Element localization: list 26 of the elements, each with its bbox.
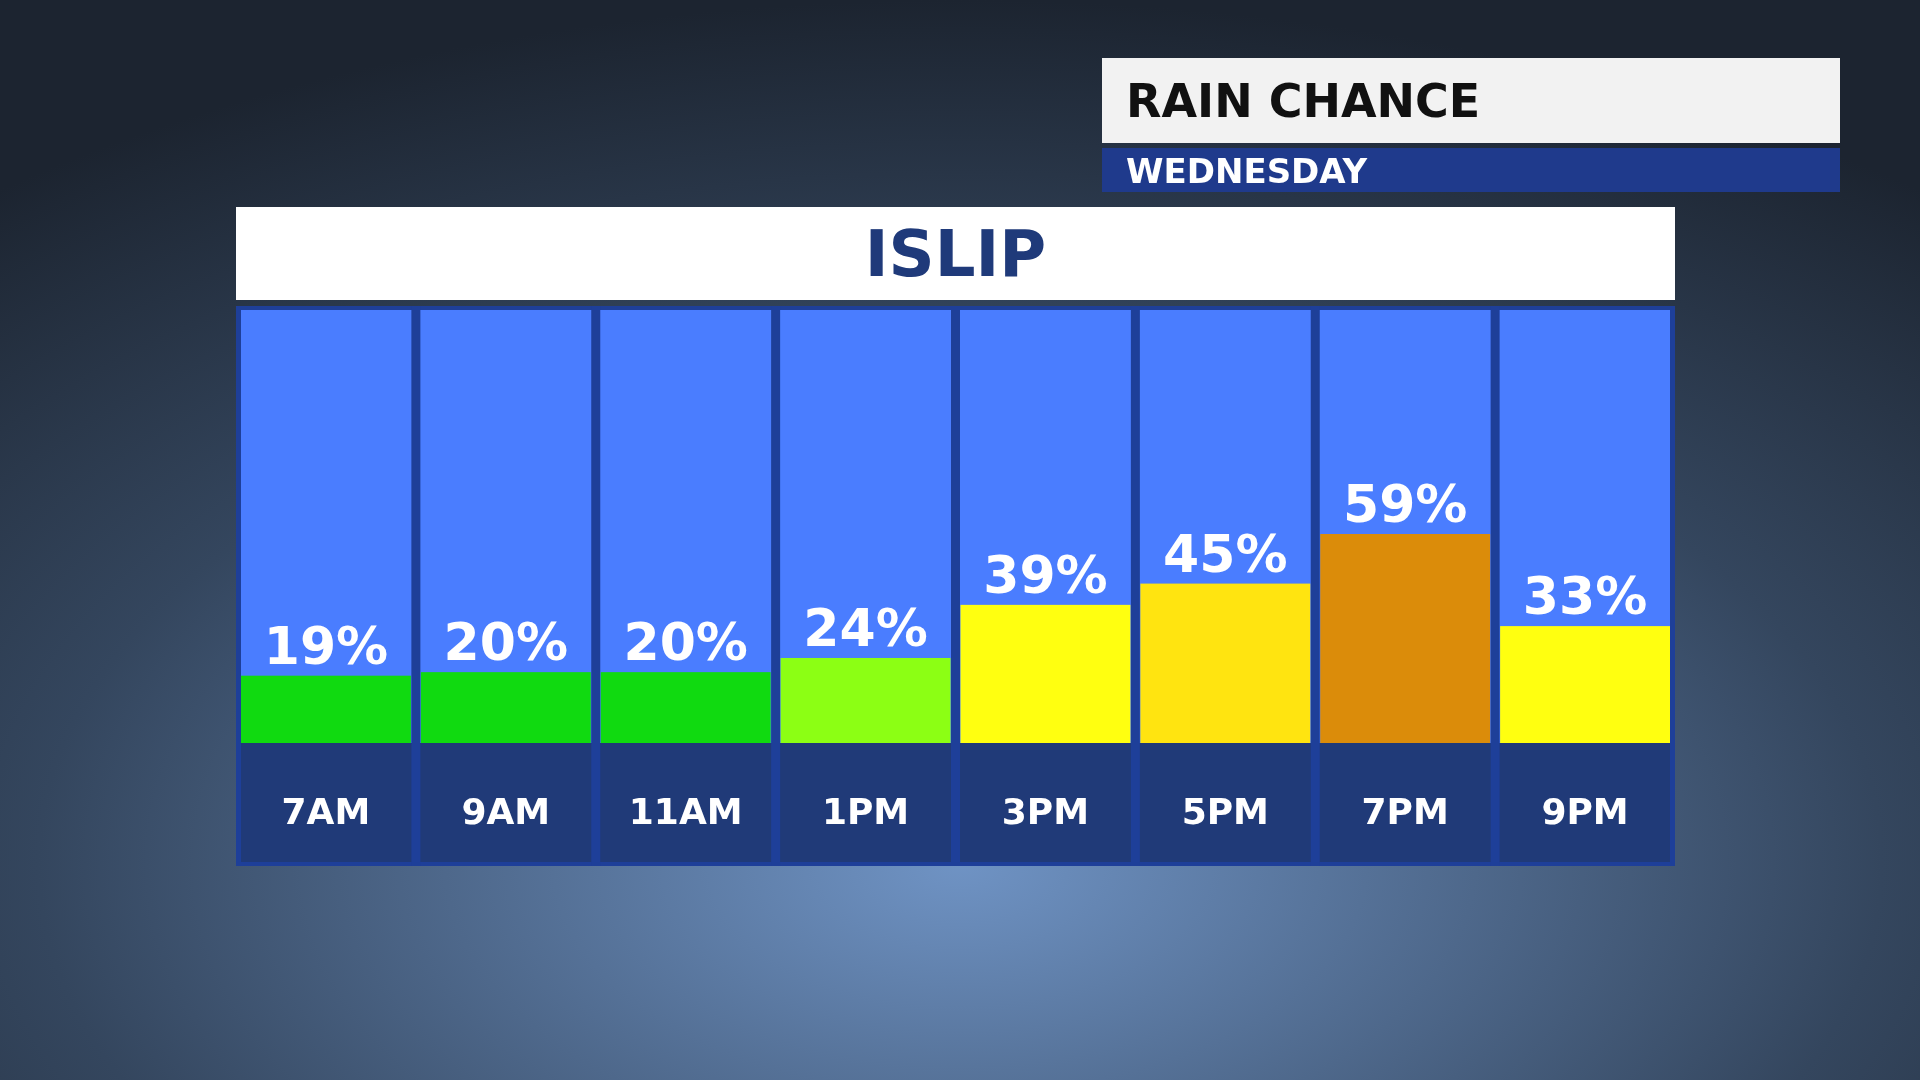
data-label: 20% — [443, 612, 569, 673]
data-label: 24% — [803, 597, 928, 658]
bar — [420, 672, 591, 743]
x-tick-label: 7PM — [1361, 791, 1449, 832]
data-label: 45% — [1163, 523, 1288, 584]
bar — [1140, 583, 1311, 743]
x-tick-label: 1PM — [821, 791, 910, 832]
data-label: 59% — [1342, 474, 1468, 534]
bar — [780, 657, 951, 743]
data-label: 33% — [1522, 566, 1648, 627]
bar — [241, 675, 411, 743]
x-tick-label: 11AM — [628, 791, 743, 832]
data-label: 39% — [983, 544, 1108, 605]
x-tick-label: 5PM — [1181, 791, 1269, 832]
bar — [960, 604, 1131, 743]
data-label: 20% — [623, 612, 748, 673]
text: ISLIP — [864, 217, 1047, 291]
x-tick-label: 3PM — [1001, 791, 1090, 832]
chart-title: RAIN CHANCE — [1126, 74, 1481, 128]
bar — [600, 672, 771, 743]
x-tick-label: 7AM — [281, 791, 371, 832]
chart-subtitle: WEDNESDAY — [1126, 151, 1368, 191]
x-tick-label: 9PM — [1541, 791, 1629, 832]
data-label: 19% — [263, 615, 389, 676]
x-tick-label: 9AM — [461, 791, 551, 832]
bar — [1500, 626, 1670, 743]
